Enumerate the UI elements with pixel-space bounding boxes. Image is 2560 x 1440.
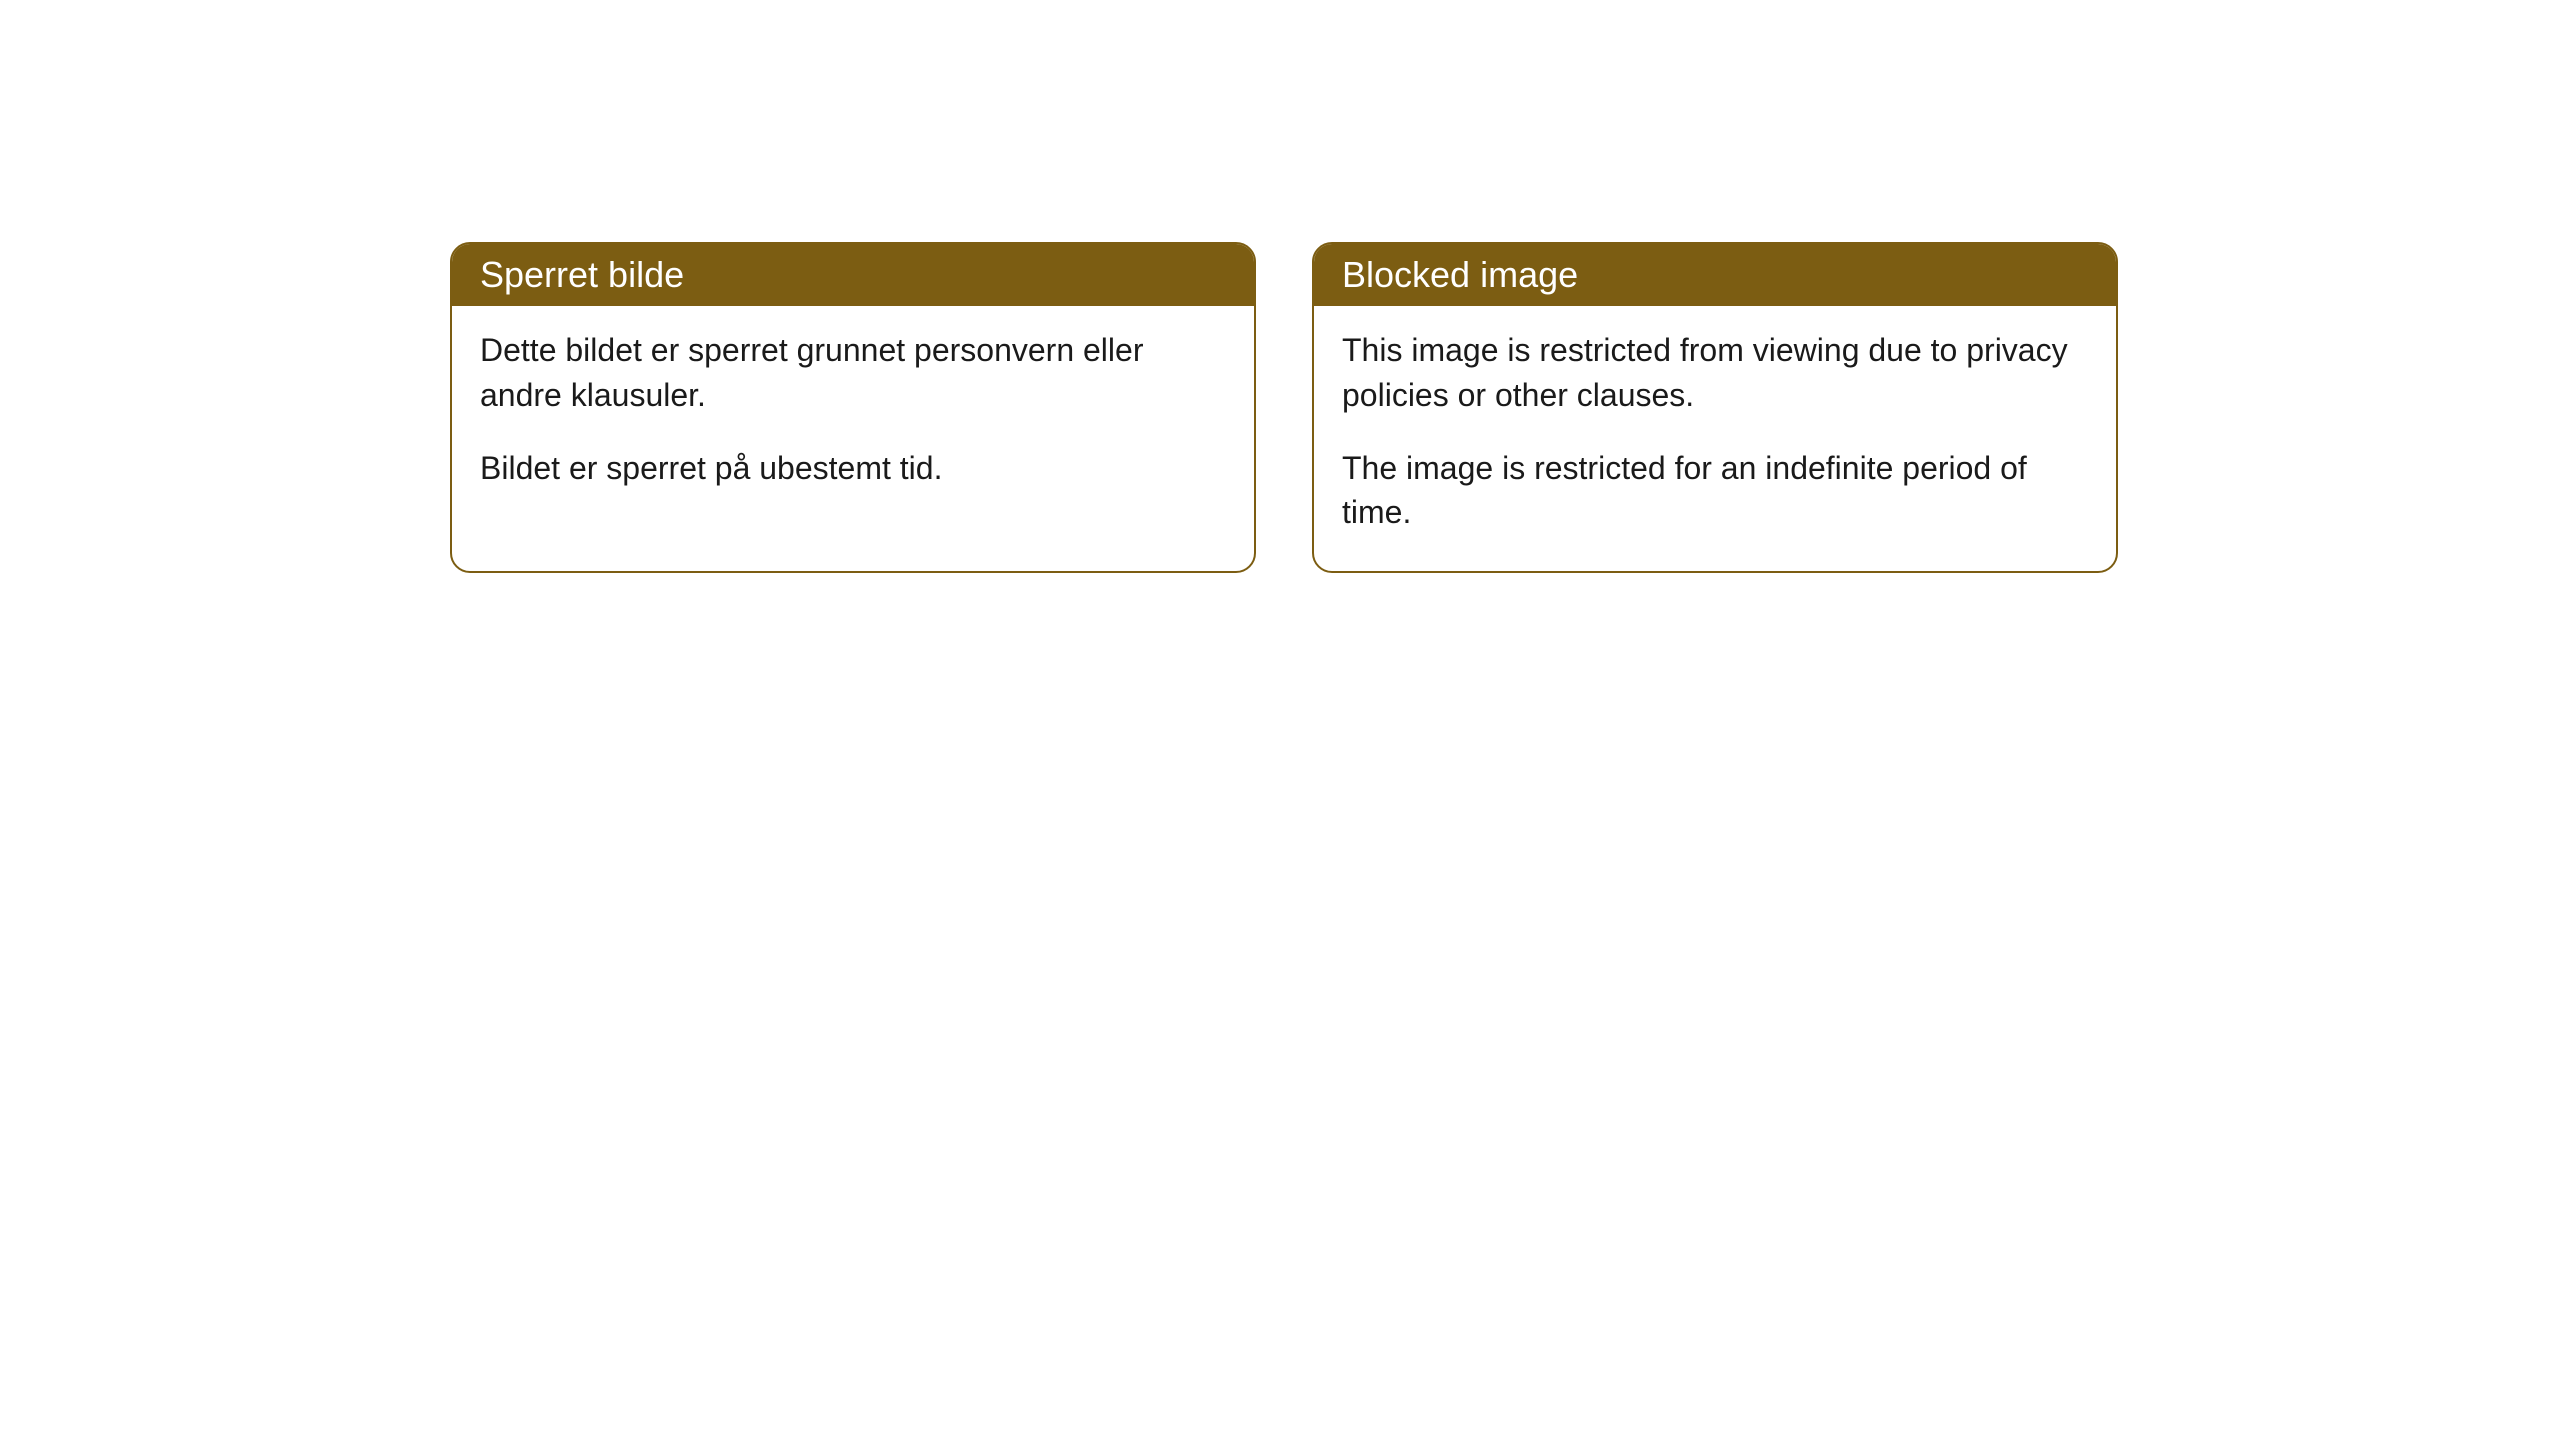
card-paragraph: Dette bildet er sperret grunnet personve… xyxy=(480,328,1226,418)
card-paragraph: Bildet er sperret på ubestemt tid. xyxy=(480,446,1226,491)
card-body-norwegian: Dette bildet er sperret grunnet personve… xyxy=(452,306,1254,526)
card-header-norwegian: Sperret bilde xyxy=(452,244,1254,306)
blocked-image-card-english: Blocked image This image is restricted f… xyxy=(1312,242,2118,573)
card-paragraph: This image is restricted from viewing du… xyxy=(1342,328,2088,418)
card-title: Sperret bilde xyxy=(480,254,684,295)
card-title: Blocked image xyxy=(1342,254,1578,295)
notification-cards-container: Sperret bilde Dette bildet er sperret gr… xyxy=(450,242,2118,573)
card-body-english: This image is restricted from viewing du… xyxy=(1314,306,2116,571)
card-header-english: Blocked image xyxy=(1314,244,2116,306)
card-paragraph: The image is restricted for an indefinit… xyxy=(1342,446,2088,536)
blocked-image-card-norwegian: Sperret bilde Dette bildet er sperret gr… xyxy=(450,242,1256,573)
